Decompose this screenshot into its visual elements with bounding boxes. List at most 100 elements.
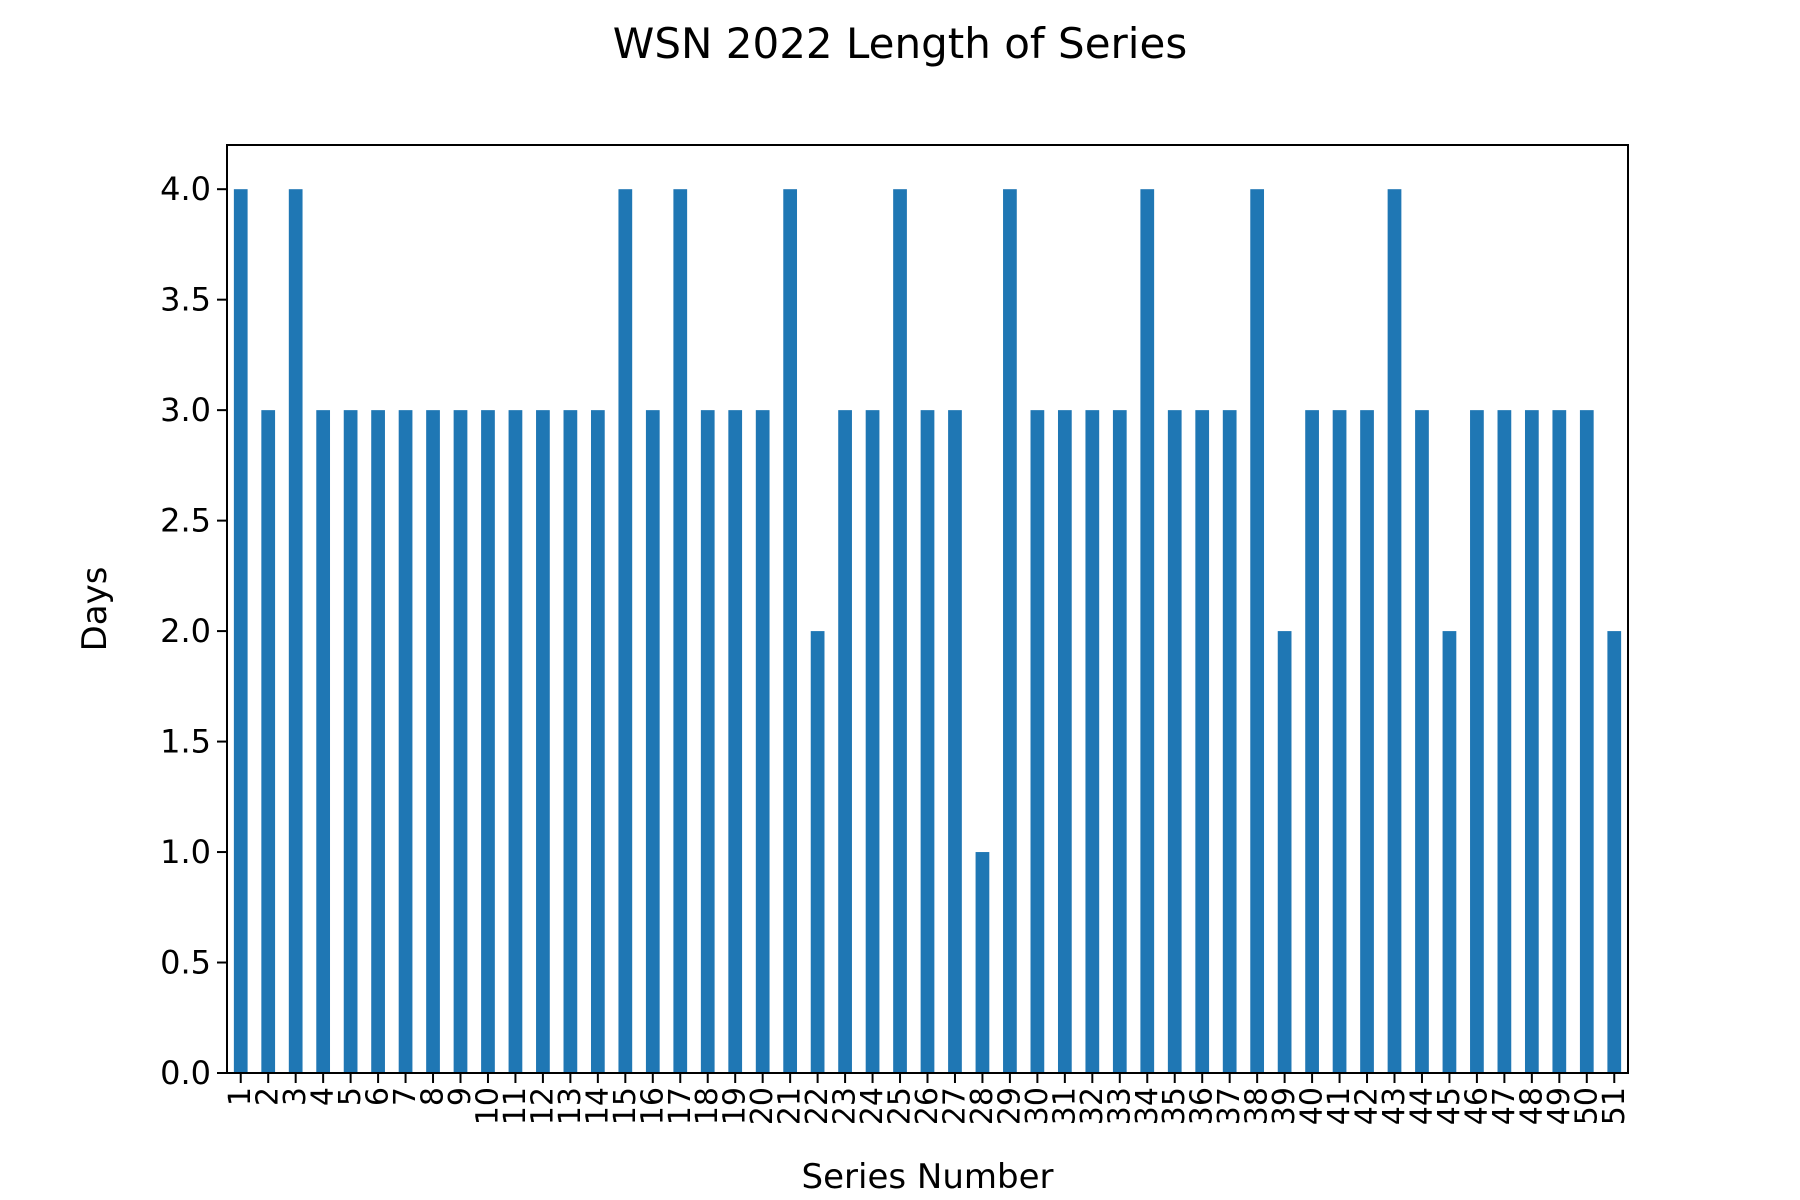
x-axis: 1234567891011121314151617181920212223242…	[223, 1073, 1632, 1125]
bar-series-48	[1524, 410, 1539, 1074]
bar-series-8	[426, 410, 440, 1074]
bar-series-5	[343, 410, 358, 1074]
x-tick-label: 51	[1597, 1087, 1632, 1125]
x-tick-label: 22	[800, 1087, 835, 1125]
x-tick-label: 7	[388, 1087, 423, 1106]
bar-series-29	[1003, 189, 1017, 1073]
x-tick-label: 46	[1459, 1087, 1494, 1125]
bar-series-1	[233, 189, 248, 1073]
bar-series-22	[810, 631, 825, 1073]
x-tick-label: 31	[1047, 1087, 1082, 1125]
y-tick-label: 0.0	[160, 1054, 211, 1092]
x-tick-label: 26	[910, 1087, 945, 1125]
bar-series-21	[783, 189, 798, 1073]
y-axis: 0.0 0.5 1.0 1.5 2.0 2.5 3.0 3.5 4.0	[160, 170, 227, 1092]
x-tick-label: 27	[937, 1087, 972, 1125]
bar-series-31	[1057, 410, 1072, 1074]
x-tick-label: 41	[1322, 1087, 1357, 1125]
bar-series-4	[316, 410, 331, 1074]
bar-series-25	[893, 189, 907, 1073]
bar-series-49	[1552, 410, 1567, 1074]
bar-series-27	[948, 410, 962, 1074]
bar-series-14	[590, 410, 605, 1074]
bar-series-40	[1305, 410, 1319, 1074]
bar-series-33	[1112, 410, 1127, 1074]
bar-series-36	[1195, 410, 1210, 1074]
bar-series-46	[1470, 410, 1484, 1074]
x-tick-label: 1	[223, 1087, 258, 1106]
x-tick-label: 34	[1130, 1087, 1165, 1125]
bar-series-39	[1277, 631, 1292, 1073]
x-tick-label: 33	[1102, 1087, 1137, 1125]
y-tick-label: 2.5	[160, 502, 211, 540]
x-tick-label: 38	[1240, 1087, 1275, 1125]
x-tick-label: 47	[1487, 1087, 1522, 1125]
bar-series-10	[481, 410, 495, 1074]
bar-series-16	[645, 410, 660, 1074]
x-tick-label: 48	[1514, 1087, 1549, 1125]
x-tick-label: 36	[1185, 1087, 1220, 1125]
bar-series-11	[508, 410, 523, 1074]
x-tick-label: 9	[443, 1087, 478, 1106]
bar-series-30	[1030, 410, 1045, 1074]
bar-series-18	[700, 410, 715, 1074]
x-tick-label: 32	[1075, 1087, 1110, 1125]
y-tick-label: 0.5	[160, 944, 211, 982]
chart-title: WSN 2022 Length of Series	[613, 19, 1187, 68]
x-tick-label: 45	[1432, 1087, 1467, 1125]
bar-series-38	[1250, 189, 1265, 1073]
x-tick-label: 12	[525, 1087, 560, 1125]
bar-series-19	[728, 410, 743, 1074]
plot-frame	[226, 144, 1629, 1074]
x-tick-label: 43	[1377, 1087, 1412, 1125]
bar-series-15	[618, 189, 633, 1073]
y-tick-label: 3.0	[160, 391, 211, 429]
y-tick-label: 1.0	[160, 833, 211, 871]
x-tick-label: 49	[1542, 1087, 1577, 1125]
x-tick-label: 42	[1350, 1087, 1385, 1125]
x-axis-label: Series Number	[802, 1157, 1054, 1197]
x-tick-label: 23	[828, 1087, 863, 1125]
x-tick-label: 11	[498, 1087, 533, 1125]
x-tick-label: 8	[416, 1087, 451, 1106]
x-tick-label: 20	[745, 1087, 780, 1125]
bar-series-9	[453, 410, 468, 1074]
bar-series-43	[1387, 189, 1402, 1073]
x-tick-label: 50	[1569, 1087, 1604, 1125]
bar-series-28	[975, 852, 990, 1073]
x-tick-label: 18	[690, 1087, 725, 1125]
x-tick-label: 5	[333, 1087, 368, 1106]
bar-series-32	[1085, 410, 1100, 1074]
x-tick-label: 44	[1404, 1087, 1439, 1125]
bar-series-44	[1415, 410, 1429, 1074]
bar-series-23	[838, 410, 852, 1074]
y-tick-label: 1.5	[160, 723, 211, 761]
x-tick-label: 13	[553, 1087, 588, 1125]
x-tick-label: 25	[883, 1087, 918, 1125]
x-tick-label: 15	[608, 1087, 643, 1125]
x-tick-label: 39	[1267, 1087, 1302, 1125]
bar-series-35	[1167, 410, 1182, 1074]
bar-series-51	[1607, 631, 1622, 1073]
bar-series-12	[536, 410, 550, 1074]
bar-series-13	[563, 410, 578, 1074]
bar-series-3	[288, 189, 303, 1073]
bar-series-24	[865, 410, 880, 1074]
bar-series-47	[1497, 410, 1512, 1074]
x-tick-label: 29	[992, 1087, 1027, 1125]
bar-series-42	[1360, 410, 1374, 1074]
y-tick-label: 2.0	[160, 612, 211, 650]
x-tick-label: 16	[635, 1087, 670, 1125]
x-tick-label: 35	[1157, 1087, 1192, 1125]
x-tick-label: 3	[278, 1087, 313, 1106]
bar-series-50	[1579, 410, 1594, 1074]
bar-series-20	[755, 410, 770, 1074]
x-tick-label: 24	[855, 1087, 890, 1125]
bar-series-37	[1222, 410, 1237, 1074]
y-tick-label: 4.0	[160, 170, 211, 208]
x-tick-label: 4	[306, 1087, 341, 1106]
x-tick-label: 19	[718, 1087, 753, 1125]
x-tick-label: 6	[361, 1087, 396, 1106]
x-tick-label: 40	[1295, 1087, 1330, 1125]
